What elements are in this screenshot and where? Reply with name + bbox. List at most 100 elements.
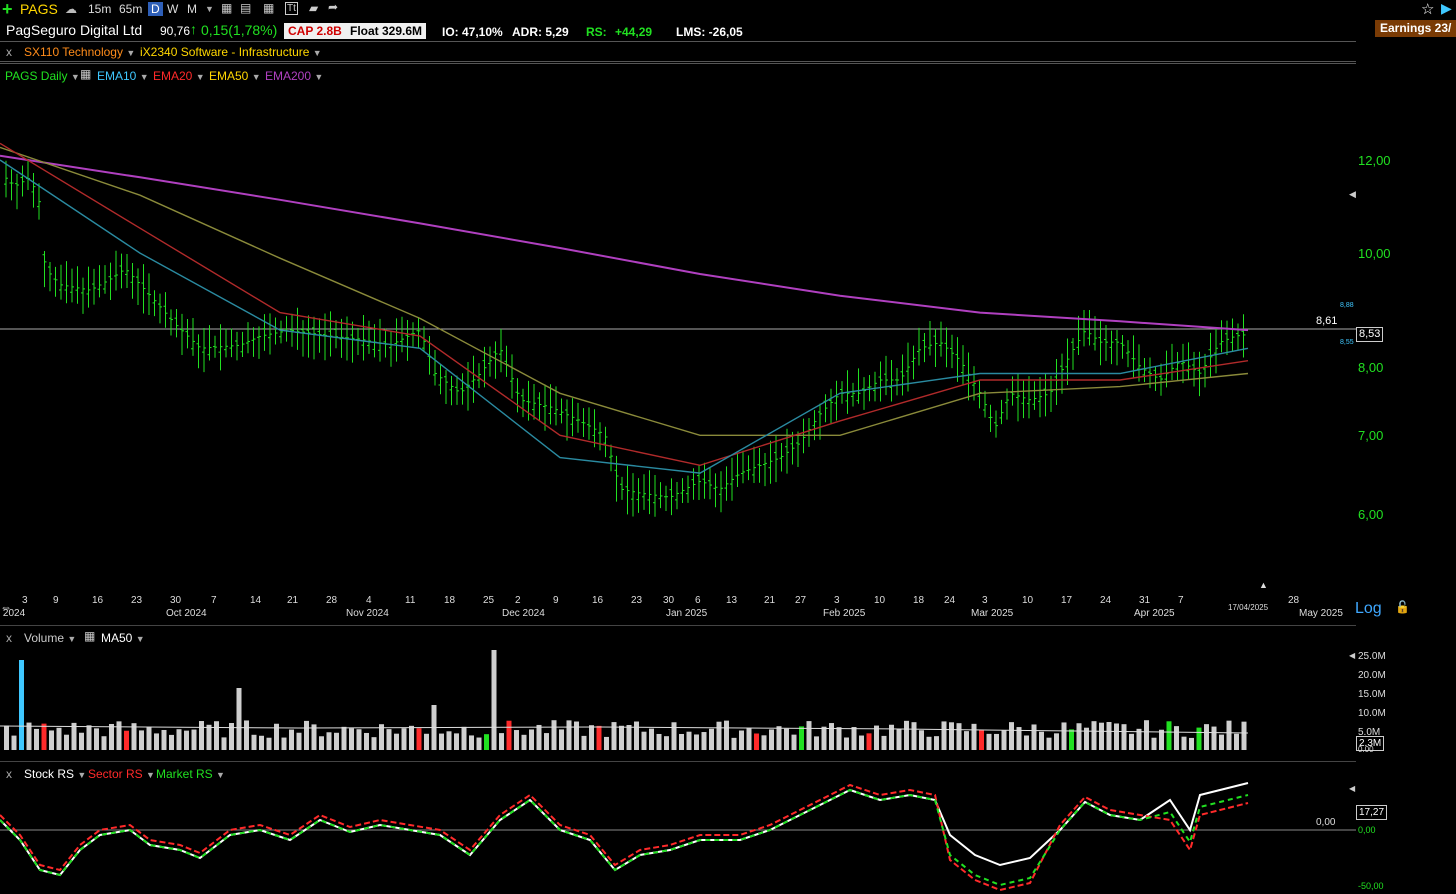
price-bar xyxy=(768,440,773,484)
price-bar xyxy=(895,367,899,396)
price-bar xyxy=(361,315,366,361)
volume-bar xyxy=(1054,733,1059,750)
date-tick-label: 9 xyxy=(553,595,559,606)
volume-legend[interactable]: Volume ▼ xyxy=(24,631,76,645)
legend-pags-daily[interactable]: PAGS Daily ▼ xyxy=(5,69,80,83)
volume-bar xyxy=(829,723,834,750)
close-groups-icon[interactable]: x xyxy=(6,45,12,59)
volume-bar xyxy=(79,732,84,750)
ma50-legend[interactable]: MA50 ▼ xyxy=(101,631,145,645)
log-scale-toggle[interactable]: Log xyxy=(1355,600,1382,617)
volume-bar xyxy=(754,733,759,750)
volume-bar xyxy=(724,720,729,750)
date-tick-label: 10 xyxy=(1022,595,1034,606)
divider xyxy=(0,63,1356,64)
low-tag: 8,55 xyxy=(1340,339,1354,346)
up-arrow-icon: ↑ xyxy=(190,21,197,37)
price-bar xyxy=(1115,330,1119,366)
close-rs-icon[interactable]: x xyxy=(6,767,12,781)
price-bar xyxy=(559,398,564,424)
date-tick-label: 23 xyxy=(631,595,643,606)
volume-bar xyxy=(1031,724,1037,750)
ticker-symbol[interactable]: PAGS xyxy=(20,1,58,17)
earnings-badge[interactable]: Earnings 23/ xyxy=(1375,20,1456,37)
timeframe-65m[interactable]: 65m xyxy=(119,2,143,16)
volume-bar xyxy=(791,734,797,750)
volume-bar xyxy=(769,729,774,750)
close-volume-icon[interactable]: x xyxy=(6,631,12,645)
date-tick-label: 28 xyxy=(326,595,338,606)
legend-ema50[interactable]: EMA50 ▼ xyxy=(209,69,261,83)
price-bar xyxy=(1016,373,1020,422)
timeframe-dropdown-icon[interactable]: ▼ xyxy=(205,4,214,14)
month-label: ep 2024 xyxy=(0,608,26,619)
add-icon[interactable]: + xyxy=(2,0,13,19)
scroll-left-icon[interactable]: ◀ xyxy=(1349,189,1356,199)
volume-bar xyxy=(1241,721,1247,750)
text-icon[interactable]: Tt xyxy=(285,2,298,15)
price-bar xyxy=(488,346,492,377)
timeframe-weekly[interactable]: W xyxy=(167,2,179,16)
date-tick-label: 21 xyxy=(764,595,776,606)
share-icon[interactable]: ➦ xyxy=(328,0,339,14)
price-bar xyxy=(515,378,520,413)
note-icon[interactable]: ▰ xyxy=(309,1,319,15)
volume-bar xyxy=(109,723,114,750)
date-tick-label: 28 xyxy=(1288,595,1300,606)
price-bar xyxy=(334,320,338,349)
legend-label: EMA200 xyxy=(265,69,312,83)
volume-bar xyxy=(214,721,219,750)
timeframe-daily[interactable]: D xyxy=(148,2,163,16)
legend-ema10[interactable]: EMA10 ▼ xyxy=(97,69,149,83)
play-icon[interactable]: ▶ xyxy=(1441,0,1452,16)
grid-icon[interactable]: ▦ xyxy=(80,67,92,81)
scroll-handle-icon[interactable]: ⇔ xyxy=(0,600,12,614)
rs-bottom-label: -50,00 xyxy=(1358,881,1384,891)
date-tick-label: 31 xyxy=(1139,595,1151,606)
price-bar xyxy=(26,158,30,191)
scroll-left-icon[interactable]: ◀ xyxy=(1349,784,1356,793)
bars-icon[interactable]: ▤ xyxy=(240,1,252,15)
volume-bar xyxy=(1234,733,1239,750)
scroll-left-icon[interactable]: ◀ xyxy=(1349,651,1356,660)
grid-icon[interactable]: ▦ xyxy=(84,629,96,643)
sector-rs-line xyxy=(0,783,1249,892)
legend-market-rs[interactable]: Market RS ▼ xyxy=(156,767,225,781)
volume-axis-label: 10.0M xyxy=(1358,708,1386,719)
volume-title: Volume xyxy=(24,631,65,645)
lock-icon[interactable]: 🔓 xyxy=(1395,600,1410,614)
sector-group[interactable]: SX110 Technology ▼ xyxy=(24,45,135,59)
timeframe-monthly[interactable]: M xyxy=(187,2,197,16)
price-bar xyxy=(1087,309,1092,346)
legend-ema20[interactable]: EMA20 ▼ xyxy=(153,69,205,83)
legend-sector-rs[interactable]: Sector RS ▼ xyxy=(88,767,155,781)
table-icon[interactable]: ▦ xyxy=(263,1,275,15)
legend-label: PAGS Daily xyxy=(5,69,68,83)
price-bar xyxy=(1032,381,1037,410)
volume-bar xyxy=(926,736,932,750)
ma50-label: MA50 xyxy=(101,631,133,645)
price-bar xyxy=(37,183,41,220)
rs-value: +44,29 xyxy=(615,25,653,39)
volume-bar xyxy=(251,734,257,750)
price-bar xyxy=(9,169,14,201)
volume-bar xyxy=(1166,721,1172,750)
ema-line-ema50 xyxy=(0,146,1249,436)
legend-label: EMA10 xyxy=(97,69,137,83)
timeframe-15m[interactable]: 15m xyxy=(88,2,112,16)
volume-bar xyxy=(1121,724,1127,750)
industry-group[interactable]: iX2340 Software - Infrastructure ▼ xyxy=(140,45,322,59)
volume-bar xyxy=(1061,722,1067,750)
price-bar xyxy=(1170,343,1174,380)
price-bar xyxy=(790,431,795,465)
star-icon[interactable]: ☆ xyxy=(1421,1,1435,18)
legend-stock-rs[interactable]: Stock RS ▼ xyxy=(24,767,86,781)
price-bar xyxy=(691,468,696,500)
grid-icon[interactable]: ▦ xyxy=(221,1,233,15)
volume-ma50-line xyxy=(0,725,1249,734)
price-bar xyxy=(796,431,800,468)
cloud-icon[interactable]: ☁ xyxy=(65,2,77,16)
price-bar xyxy=(658,482,663,509)
legend-ema200[interactable]: EMA200 ▼ xyxy=(265,69,323,83)
